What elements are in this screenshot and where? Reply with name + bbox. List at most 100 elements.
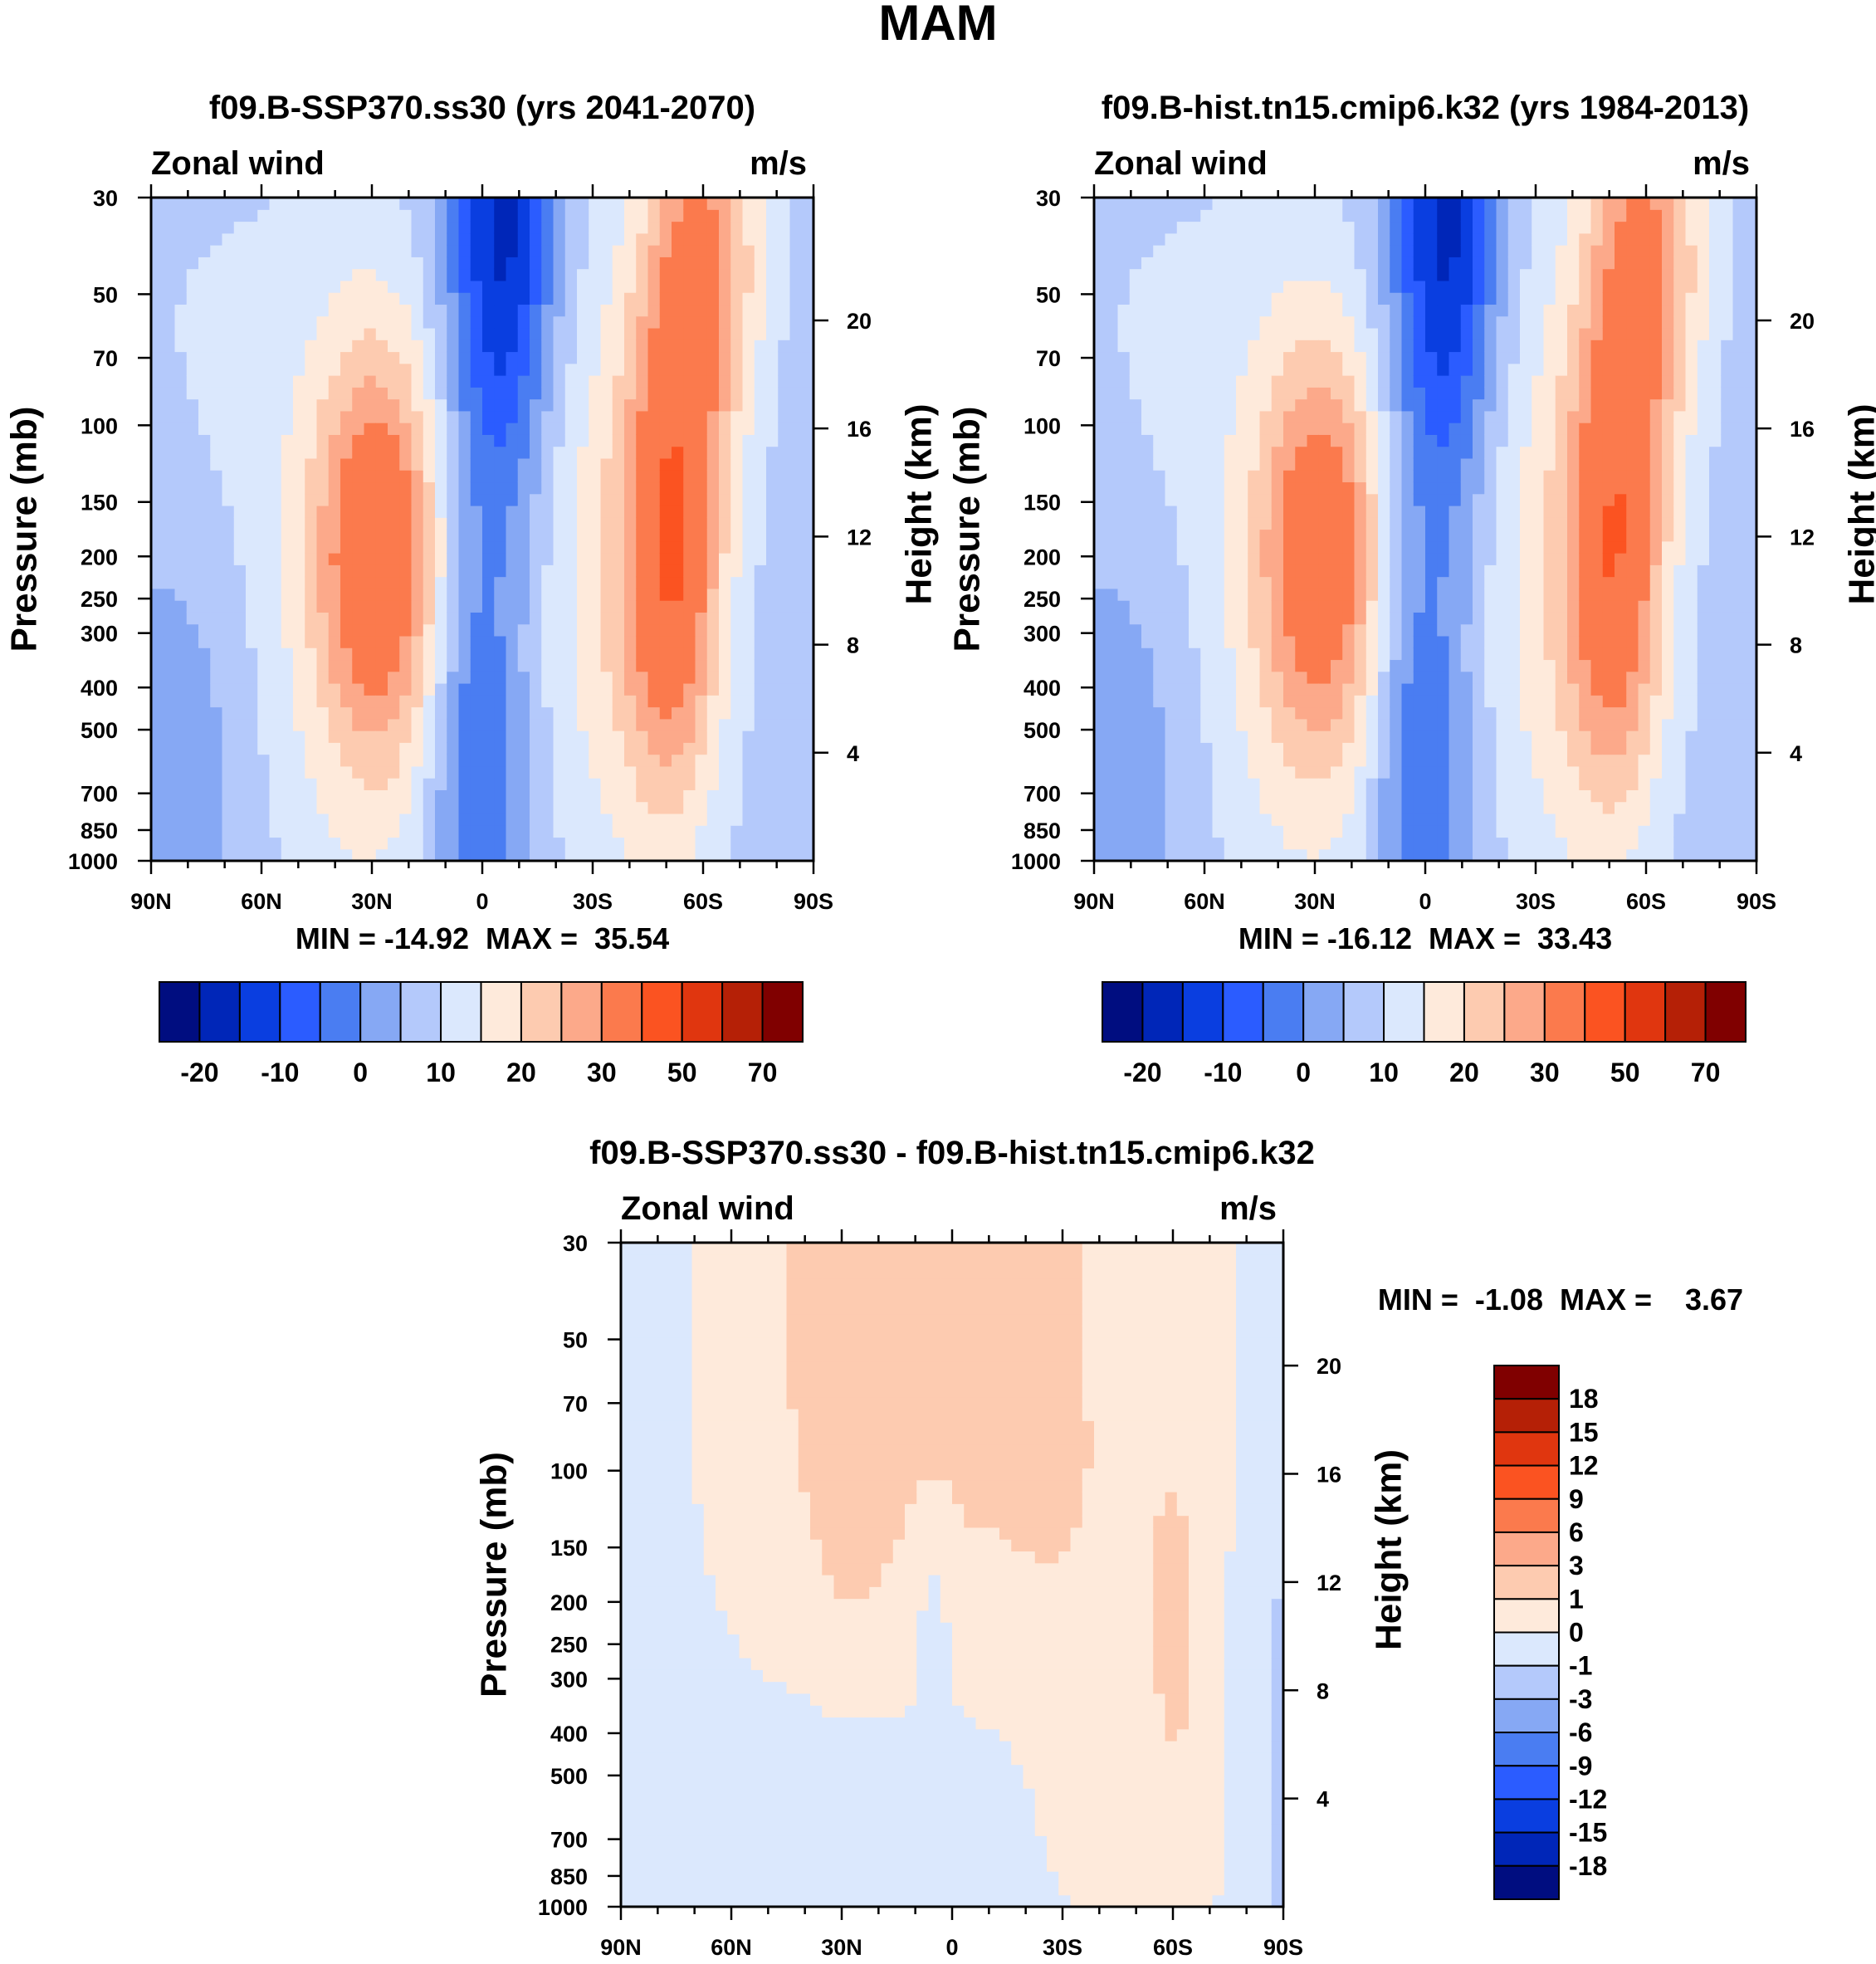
contour-cell — [186, 813, 199, 826]
contour-cell — [600, 529, 613, 542]
contour-cell — [1189, 387, 1201, 400]
contour-cell — [541, 564, 554, 578]
contour-cell — [1129, 209, 1142, 222]
contour-cell — [1200, 754, 1214, 767]
contour-cell — [1449, 304, 1462, 317]
contour-cell — [1153, 848, 1166, 862]
contour-cell — [706, 434, 720, 447]
contour-cell — [435, 304, 447, 317]
contour-cell — [1271, 363, 1284, 376]
contour-cell — [1141, 706, 1154, 720]
contour-cell — [222, 695, 235, 708]
contour-cell — [600, 505, 613, 518]
contour-cell — [340, 375, 353, 388]
contour-cell — [316, 848, 330, 862]
contour-cell — [388, 623, 400, 637]
contour-cell — [1295, 706, 1308, 720]
contour-cell — [1094, 398, 1107, 412]
contour-cell — [1200, 623, 1214, 637]
contour-cell — [210, 825, 223, 838]
contour-cell — [1342, 706, 1356, 720]
contour-cell — [186, 600, 199, 613]
contour-cell — [435, 647, 447, 661]
contour-cell — [423, 553, 436, 565]
contour-cell — [1248, 410, 1261, 423]
contour-cell — [1141, 470, 1154, 483]
contour-cell — [564, 837, 578, 850]
contour-cell — [1378, 446, 1390, 459]
contour-cell — [506, 493, 519, 506]
contour-cell — [163, 410, 176, 423]
contour-cell — [517, 623, 530, 637]
contour-cell — [1390, 612, 1403, 625]
contour-cell — [1390, 848, 1403, 862]
contour-cell — [506, 292, 519, 305]
contour-cell — [706, 470, 720, 483]
contour-cell — [1248, 742, 1261, 755]
contour-cell — [1378, 765, 1390, 779]
contour-cell — [600, 659, 613, 672]
contour-cell — [706, 588, 720, 601]
contour-cell — [801, 457, 814, 471]
contour-cell — [1318, 553, 1331, 565]
contour-cell — [778, 209, 791, 222]
contour-cell — [801, 635, 814, 648]
contour-cell — [612, 304, 625, 317]
contour-cell — [1437, 280, 1450, 293]
contour-cell — [1165, 245, 1178, 257]
contour-cell — [659, 813, 672, 826]
contour-cell — [1117, 837, 1131, 850]
contour-cell — [423, 718, 436, 731]
contour-cell — [388, 434, 400, 447]
contour-cell — [1354, 375, 1367, 388]
contour-cell — [1153, 778, 1166, 790]
contour-cell — [1437, 801, 1450, 814]
contour-cell — [1437, 398, 1450, 412]
contour-cell — [1365, 553, 1379, 565]
contour-cell — [1224, 600, 1237, 613]
contour-cell — [517, 659, 530, 672]
contour-cell — [1200, 315, 1214, 329]
contour-cell — [789, 351, 803, 364]
contour-cell — [672, 825, 684, 838]
contour-cell — [672, 387, 684, 400]
contour-cell — [766, 754, 779, 767]
contour-cell — [754, 280, 767, 293]
contour-cell — [364, 256, 377, 270]
contour-cell — [600, 671, 613, 684]
contour-cell — [1331, 789, 1343, 803]
contour-cell — [1236, 801, 1248, 814]
contour-cell — [1248, 256, 1261, 270]
contour-cell — [1449, 517, 1462, 530]
contour-cell — [1212, 529, 1225, 542]
contour-cell — [659, 706, 672, 720]
contour-cell — [447, 553, 460, 565]
contour-cell — [328, 268, 341, 281]
contour-cell — [695, 268, 708, 281]
contour-cell — [612, 718, 625, 731]
contour-cell — [1259, 198, 1273, 210]
contour-cell — [1176, 398, 1190, 412]
contour-cell — [719, 600, 731, 613]
contour-cell — [305, 635, 318, 648]
contour-cell — [1413, 778, 1426, 790]
contour-cell — [222, 304, 235, 317]
contour-cell — [754, 695, 767, 708]
contour-cell — [1449, 730, 1462, 743]
contour-cell — [1271, 848, 1284, 862]
contour-cell — [1365, 446, 1379, 459]
contour-cell — [1365, 280, 1379, 293]
contour-cell — [589, 340, 602, 353]
contour-cell — [198, 315, 211, 329]
contour-cell — [1331, 529, 1343, 542]
contour-cell — [530, 553, 542, 565]
contour-cell — [1354, 256, 1367, 270]
contour-cell — [163, 256, 176, 270]
contour-cell — [1449, 280, 1462, 293]
contour-cell — [1106, 315, 1119, 329]
contour-cell — [186, 256, 199, 270]
contour-cell — [1318, 423, 1331, 435]
contour-cell — [1331, 327, 1343, 340]
contour-cell — [754, 481, 767, 495]
contour-cell — [683, 280, 696, 293]
